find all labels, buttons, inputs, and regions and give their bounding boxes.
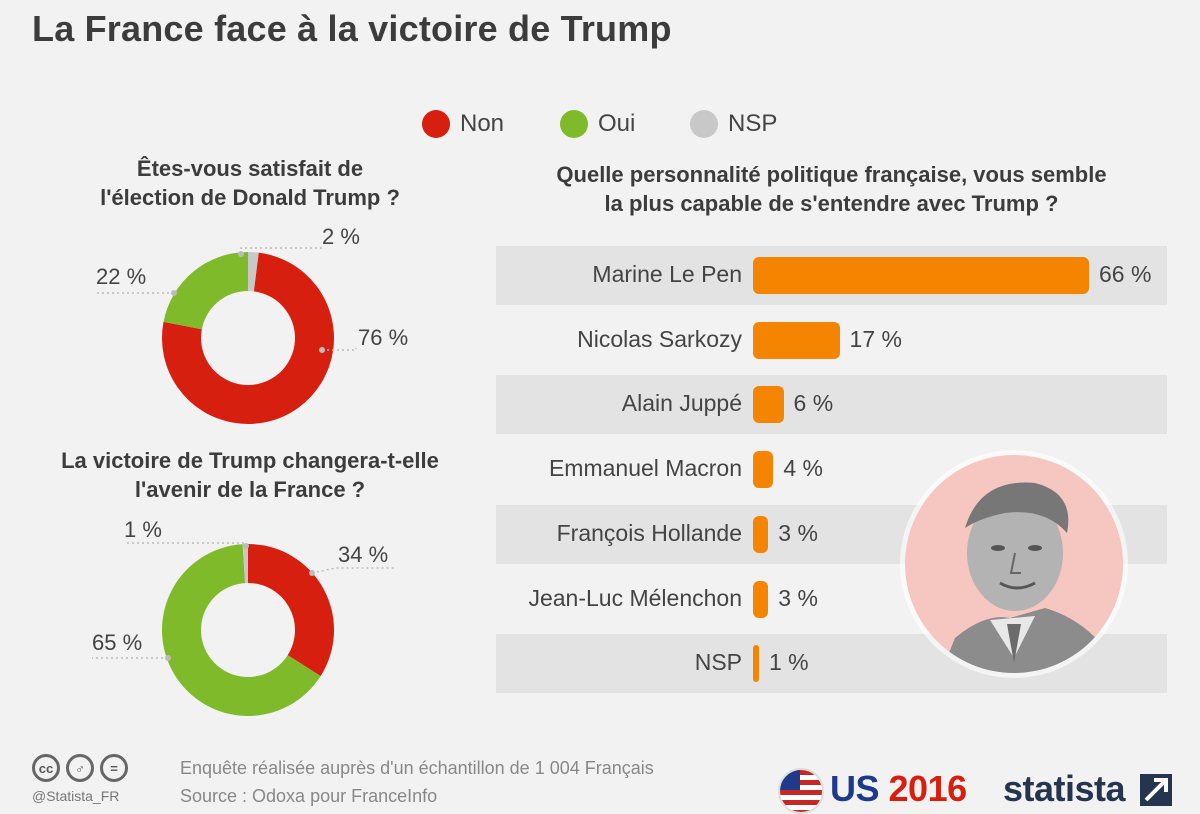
bar-chart-title-line1: Quelle personnalité politique française,…: [556, 162, 1107, 187]
badge-prefix: US: [830, 768, 880, 809]
donut1-slice-nsp: [248, 252, 259, 292]
statista-handle: @Statista_FR: [32, 788, 120, 804]
donut-satisfaction: [162, 252, 335, 424]
legend-swatch-nsp: [690, 110, 718, 138]
survey-note: Enquête réalisée auprès d'un échantillon…: [180, 758, 654, 778]
legend-swatch-oui: [560, 110, 588, 138]
donut2-label-oui: 65 %: [92, 630, 143, 655]
leader-line: [322, 348, 357, 351]
attribution-icon: ♂: [66, 754, 94, 782]
trump-portrait-image: [900, 450, 1128, 678]
bar-value-label: 17 %: [849, 325, 902, 352]
legend-label-oui: Oui: [598, 110, 636, 137]
donut1-label-oui: 22 %: [96, 264, 147, 289]
donut1-slice-oui: [163, 252, 248, 330]
leader-dot: [309, 570, 315, 576]
donut2-title: La victoire de Trump changera-t-elle l'a…: [20, 446, 480, 504]
leader-line: [124, 542, 247, 546]
legend-label-non: Non: [460, 110, 505, 137]
bar: [753, 645, 759, 683]
donut1-label-nsp: 2 %: [322, 224, 360, 249]
creative-commons-icon: cc: [32, 754, 60, 782]
badge-year: 2016: [888, 768, 968, 809]
bar-chart-title: Quelle personnalité politique française,…: [496, 160, 1167, 218]
bar-category-label: Jean-Luc Mélenchon: [528, 584, 742, 611]
donut-charts: [92, 247, 395, 716]
bar: [753, 580, 769, 618]
donut1-title-line1: Êtes-vous satisfait de: [136, 156, 364, 181]
leader-dot: [165, 655, 171, 661]
no-derivatives-icon: =: [100, 754, 128, 782]
leader-dot: [319, 347, 325, 353]
bar-category-label: Marine Le Pen: [592, 261, 742, 287]
bar-category-label: François Hollande: [556, 519, 742, 546]
bar-category-label: NSP: [694, 649, 742, 676]
bar-value-label: 3 %: [778, 584, 818, 611]
statista-logo: statista: [1003, 768, 1126, 809]
donut2-title-line1: La victoire de Trump changera-t-elle: [61, 448, 439, 473]
page-title: La France face à la victoire de Trump: [32, 8, 672, 49]
bar-category-label: Nicolas Sarkozy: [577, 325, 742, 352]
bar-chart-title-line2: la plus capable de s'entendre avec Trump…: [604, 191, 1059, 216]
bar: [753, 321, 840, 359]
bar-category-label: Emmanuel Macron: [548, 455, 742, 482]
donut-avenir: [162, 544, 334, 716]
donut1-label-non: 76 %: [358, 325, 409, 350]
bar: [753, 257, 1089, 294]
donut2-label-nsp: 1 %: [124, 517, 162, 542]
us-2016-badge: US 2016: [830, 768, 967, 810]
bar-row-stripe: [496, 375, 1167, 435]
legend-swatch-non: [422, 110, 450, 138]
source-note: Source : Odoxa pour FranceInfo: [180, 786, 438, 806]
us-flag-icon: [778, 768, 824, 814]
legend-label-nsp: NSP: [728, 110, 778, 137]
legend-item-oui: Oui: [560, 110, 635, 138]
donut2-label-non: 34 %: [338, 542, 389, 567]
legend-item-nsp: NSP: [690, 110, 777, 138]
bar-value-label: 6 %: [793, 390, 834, 417]
statista-arrow-icon: [1144, 778, 1168, 802]
license-icons: cc ♂ =: [32, 754, 128, 782]
donut2-slice-non: [248, 544, 334, 677]
bar-value-label: 66 %: [1099, 261, 1152, 287]
leader-dot: [243, 543, 249, 549]
donut2-title-line2: l'avenir de la France ?: [134, 477, 366, 502]
bar: [753, 515, 769, 553]
leader-dot: [238, 251, 244, 257]
footer-notes: Enquête réalisée auprès d'un échantillon…: [180, 754, 654, 810]
bar-value-label: 4 %: [783, 455, 823, 482]
legend-item-non: Non: [422, 110, 504, 138]
leader-dot: [171, 290, 177, 296]
donut1-title: Êtes-vous satisfait de l'élection de Don…: [40, 154, 460, 212]
donut2-slice-nsp: [242, 544, 248, 584]
bar-value-label: 1 %: [769, 649, 809, 676]
bar: [753, 386, 784, 424]
bar-value-label: 3 %: [778, 519, 818, 546]
leader-line: [311, 567, 395, 574]
bar-category-label: Alain Juppé: [621, 390, 742, 417]
donut1-title-line2: l'élection de Donald Trump ?: [100, 185, 400, 210]
bar: [753, 451, 774, 489]
statista-logo-icon: [1140, 774, 1172, 806]
donut2-slice-oui: [162, 544, 321, 716]
donut1-slice-non: [162, 252, 335, 424]
